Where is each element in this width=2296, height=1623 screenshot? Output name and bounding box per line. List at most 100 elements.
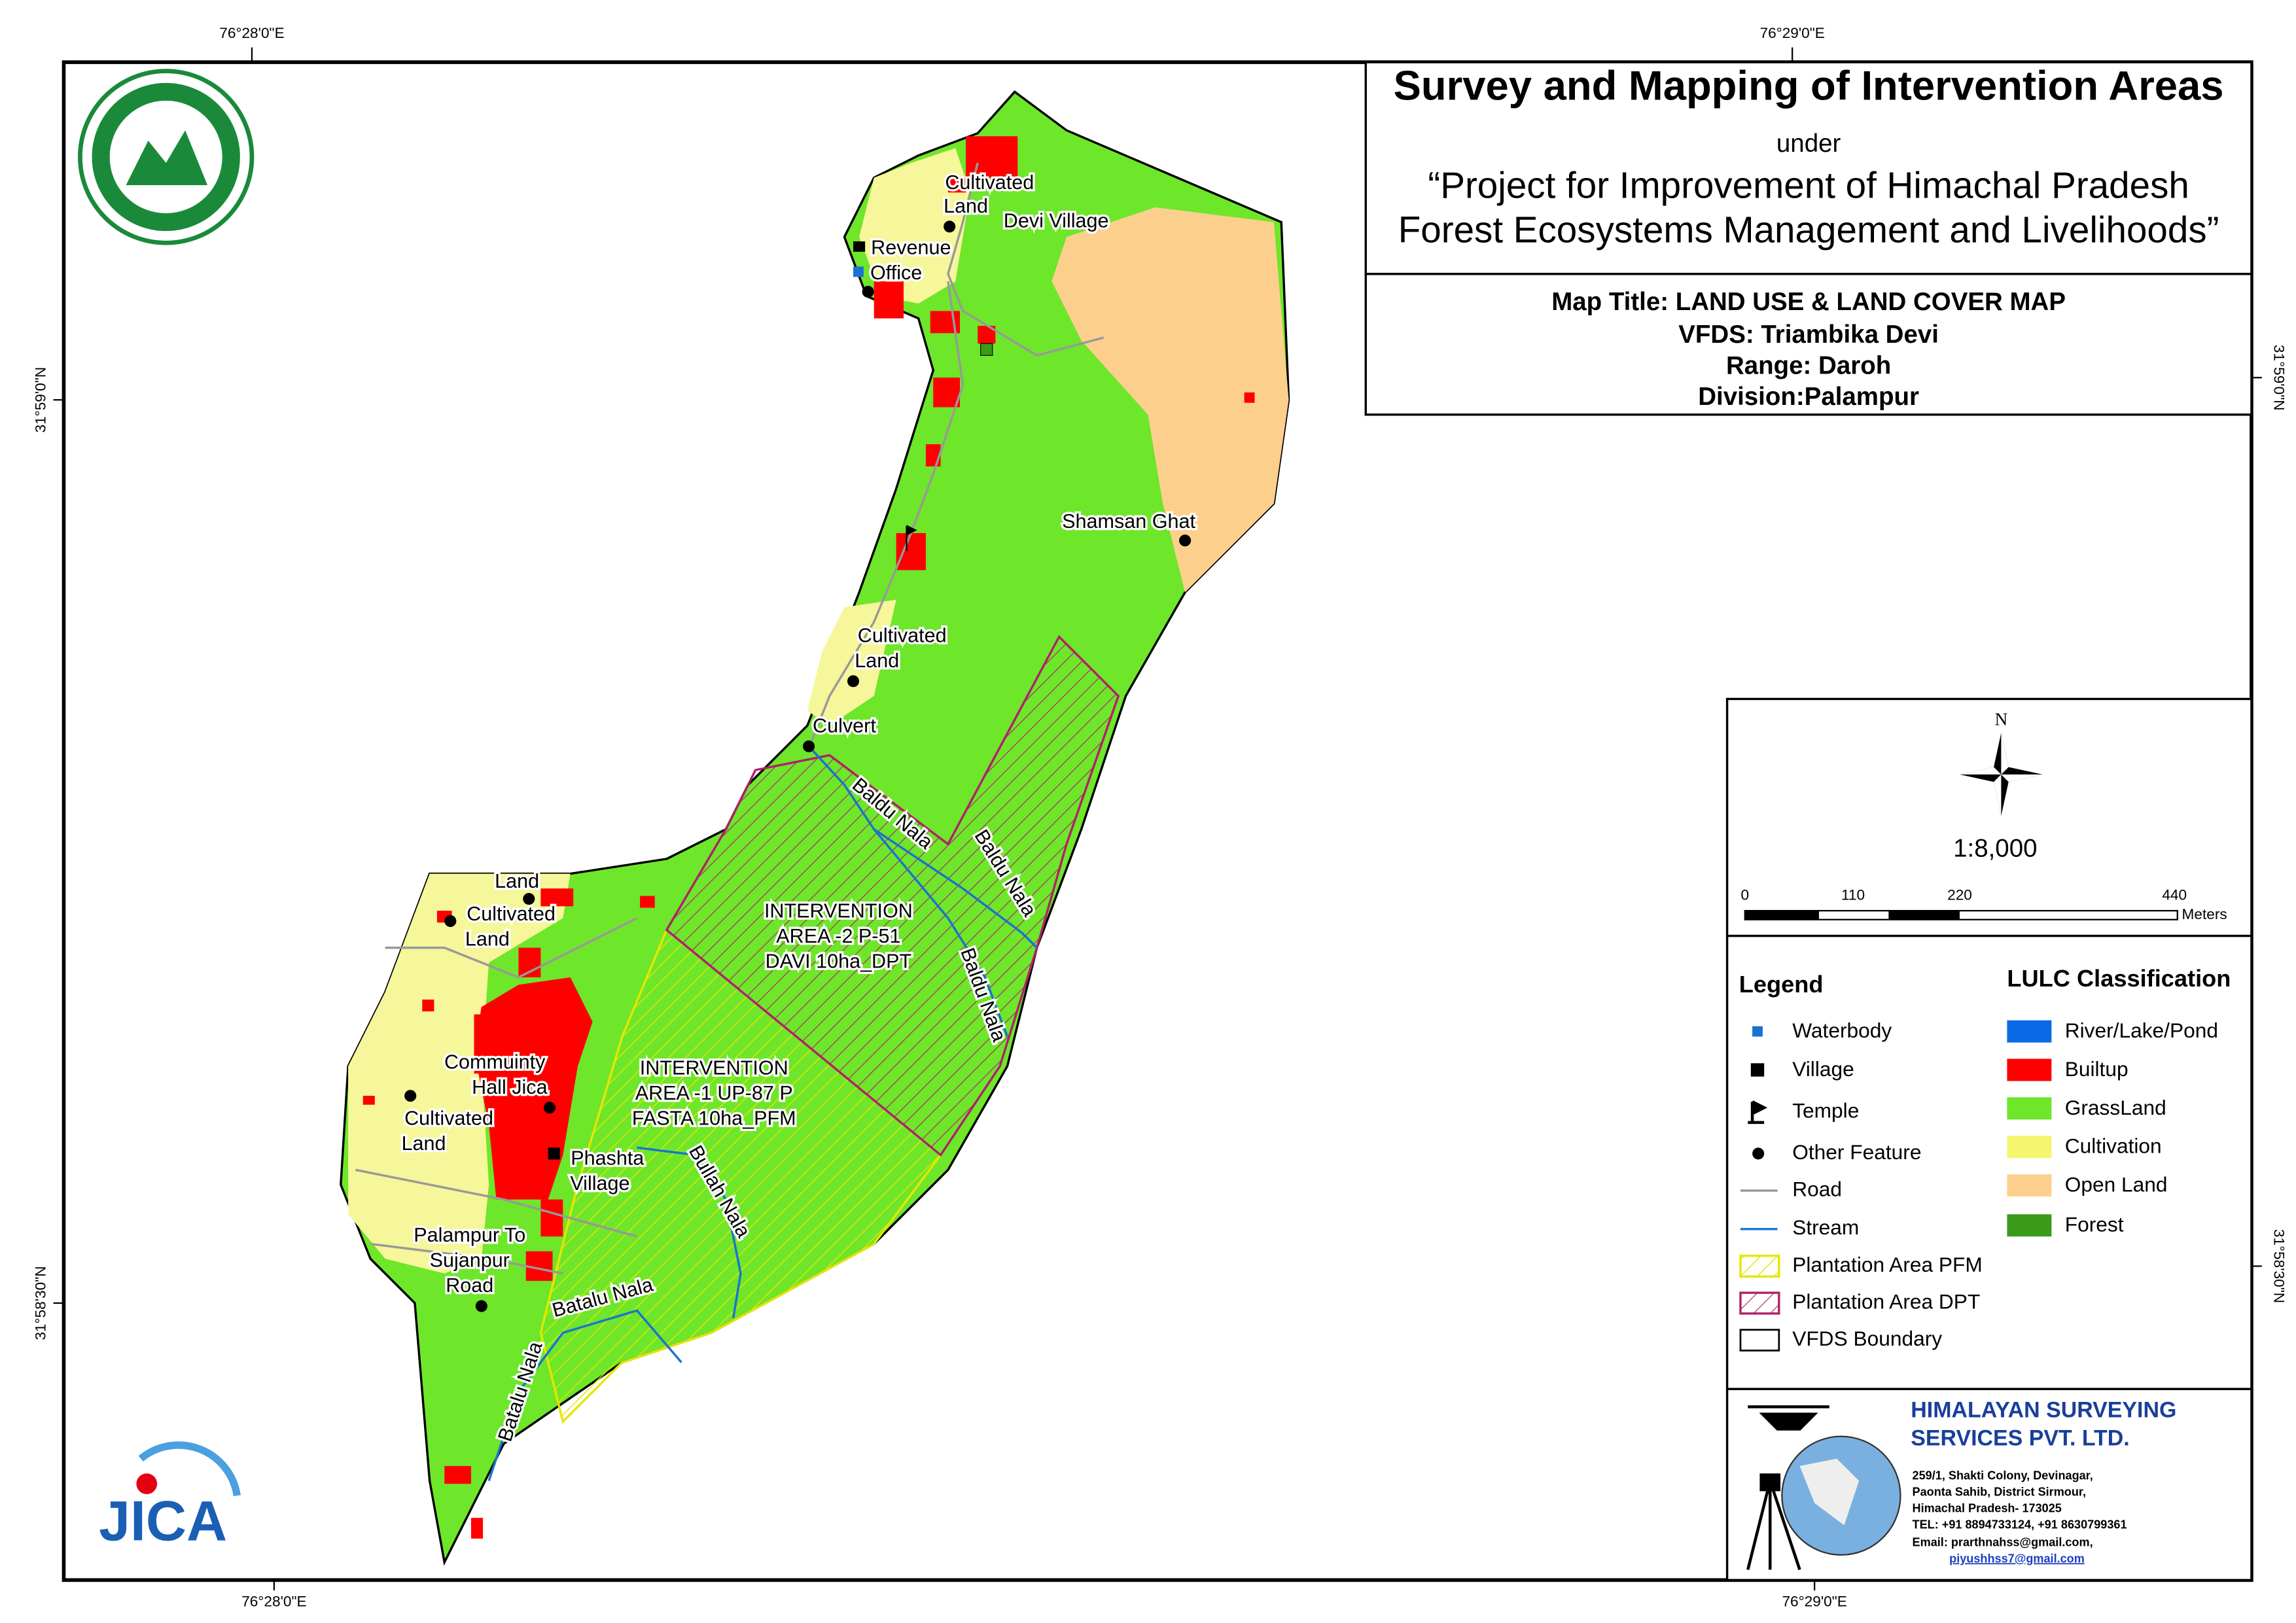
info-line: Map Title: LAND USE & LAND COVER MAP [1551, 288, 2066, 316]
plantation-pfm [539, 928, 942, 1424]
coord-label: 31°58'30"N [33, 1266, 49, 1340]
point-symbols [404, 220, 1192, 1312]
map-label: DAVI 10ha_DPT [766, 950, 912, 972]
coord-label: 76°29'0"E [1782, 1593, 1846, 1609]
cultivation [348, 873, 571, 1274]
title-box [1364, 61, 2253, 275]
coord-label: 31°59'0"N [33, 367, 49, 433]
lulc-label: Open Land [2065, 1173, 2168, 1196]
lulc-label: GrassLand [2065, 1096, 2166, 1119]
scale-bar: 0 110 220 440 Meters [1740, 887, 2227, 922]
company-line: SERVICES PVT. LTD. [1911, 1425, 2129, 1450]
map-label: Palampur To [414, 1224, 525, 1246]
north-arrow [1960, 733, 2043, 816]
legend-label: Waterbody [1792, 1019, 1892, 1042]
cultivation [859, 148, 970, 304]
lulc-label: Builtup [2065, 1057, 2128, 1081]
map-label: AREA -1 UP-87 P [635, 1082, 793, 1104]
map-label: Cultivated [467, 903, 556, 925]
scale-box [1725, 697, 2253, 937]
map-label: Hall Jica [472, 1076, 547, 1098]
map-label: Sujanpur [430, 1249, 510, 1272]
map-label: Revenue [871, 236, 951, 258]
map-label: Land [495, 870, 539, 892]
map-label: Cultivated [858, 624, 947, 646]
map-info: Map Title: LAND USE & LAND COVER MAP VFD… [1551, 288, 2066, 411]
company-name: HIMALAYAN SURVEYING SERVICES PVT. LTD. [1911, 1397, 2176, 1450]
map-label: AREA -2 P-51 [776, 925, 900, 947]
coord-label: 76°28'0"E [241, 1593, 306, 1609]
info-line: Range: Daroh [1726, 352, 1891, 380]
legend-label: Village [1792, 1057, 1854, 1081]
scale-tick: 110 [1841, 887, 1865, 903]
builtup [362, 136, 1255, 1539]
map-label: Culvert [813, 715, 876, 737]
plantation-dpt [665, 635, 1120, 1157]
scale-unit: Meters [2182, 906, 2227, 922]
subtitle: under [1776, 130, 1841, 158]
map-label: Cultivated [404, 1107, 493, 1129]
title: Survey and Mapping of Intervention Areas [1394, 63, 2224, 109]
map-label: Land [944, 195, 988, 217]
company-address: 259/1, Shakti Colony, Devinagar, Paonta … [1913, 1469, 2127, 1565]
map-label: Land [402, 1132, 446, 1155]
coord-label: 76°28'0"E [219, 25, 284, 41]
map-label: Land [465, 928, 510, 951]
map-label: Commuinty [444, 1051, 546, 1073]
map-label: Road [446, 1274, 493, 1297]
map-label: Devi Village [1004, 210, 1109, 232]
scale-tick: 0 [1740, 887, 1749, 903]
info-box [1364, 273, 2253, 416]
address-line: Himachal Pradesh- 173025 [1913, 1501, 2062, 1514]
coord-label: 76°29'0"E [1760, 25, 1825, 41]
map-label: FASTA 10ha_PFM [632, 1107, 796, 1129]
map-label: Office [870, 262, 922, 284]
map: Cultivated Land Devi Village Revenue Off… [340, 90, 1290, 1566]
map-label: Village [570, 1172, 629, 1195]
open-land [1051, 207, 1289, 593]
email-line: piyushhss7@gmail.com [1949, 1552, 2085, 1565]
north-label: N [1995, 710, 2008, 729]
scale-tick: 220 [1947, 887, 1972, 903]
lulc-label: Forest [2065, 1213, 2124, 1236]
map-label: Land [855, 650, 899, 672]
legend-label: Road [1792, 1177, 1842, 1200]
coord-label: 31°59'0"N [2271, 345, 2287, 411]
legend-box [1725, 934, 2253, 1391]
address-line: TEL: +91 8894733124, +91 8630799361 [1913, 1518, 2127, 1531]
scale-tick: 440 [2162, 887, 2187, 903]
legend-label: Temple [1792, 1098, 1859, 1122]
email-line: Email: prarthnahss@gmail.com, [1913, 1536, 2093, 1549]
project-line: “Project for Improvement of Himachal Pra… [1428, 164, 2189, 205]
info-line: VFDS: Triambika Devi [1678, 321, 1939, 349]
legend-title: Legend [1739, 971, 1824, 998]
jica-text: JICA [99, 1490, 227, 1552]
graticule: 76°28'0"E 76°29'0"E 76°28'0"E 76°29'0"E … [33, 25, 2287, 1609]
lulc-title: LULC Classification [2007, 965, 2231, 992]
legend-label: Other Feature [1792, 1140, 1921, 1164]
map-label: Phashta [571, 1147, 644, 1170]
address-line: 259/1, Shakti Colony, Devinagar, [1913, 1469, 2093, 1482]
lulc-label: Cultivation [2065, 1134, 2162, 1158]
streams [487, 745, 1038, 1482]
forest-logo [77, 69, 255, 245]
info-line: Division:Palampur [1698, 383, 1919, 411]
coord-label: 31°58'30"N [2271, 1229, 2287, 1303]
scale-text: 1:8,000 [1953, 835, 2037, 863]
company-line: HIMALAYAN SURVEYING [1911, 1397, 2176, 1422]
legend-label: Plantation Area PFM [1792, 1253, 1983, 1276]
north-arrow-light [1960, 733, 2043, 816]
legend-label: Plantation Area DPT [1792, 1289, 1980, 1313]
legend-label: Stream [1792, 1215, 1859, 1239]
lulc-label: River/Lake/Pond [2065, 1019, 2218, 1042]
coord-ticks [53, 47, 2262, 1591]
map-label: INTERVENTION [640, 1056, 788, 1079]
map-label: INTERVENTION [764, 899, 913, 922]
map-label: Shamsan Ghat [1062, 510, 1195, 532]
legend-items: Waterbody Village Temple Other Feature R… [1739, 1019, 2218, 1352]
company-logo [1746, 1405, 1901, 1571]
address-line: Paonta Sahib, District Sirmour, [1913, 1486, 2086, 1499]
legend-label: VFDS Boundary [1792, 1327, 1942, 1350]
map-label: Cultivated [945, 171, 1034, 194]
